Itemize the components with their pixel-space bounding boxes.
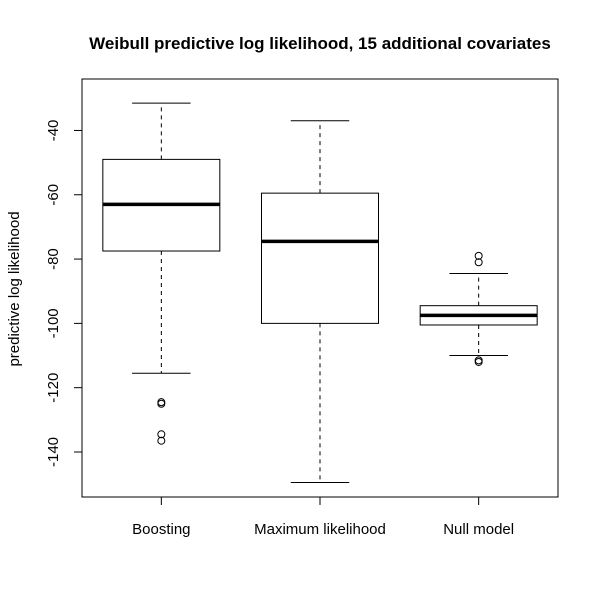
- y-tick-label: -80: [45, 248, 62, 270]
- boxes-layer: [102, 102, 538, 484]
- y-axis-label: predictive log likelihood: [6, 211, 23, 366]
- y-tick-label: -40: [45, 120, 62, 142]
- y-tick-label: -60: [45, 184, 62, 206]
- chart-title: Weibull predictive log likelihood, 15 ad…: [89, 34, 551, 53]
- y-tick-label: -100: [45, 308, 62, 338]
- x-tick-label: Null model: [443, 521, 514, 538]
- box-1: [102, 102, 221, 445]
- x-tick-label: Boosting: [132, 521, 190, 538]
- outlier-point: [157, 398, 166, 407]
- x-axis: Boosting Maximum likelihood Null model: [132, 496, 514, 538]
- y-axis: -40 -60 -80 -100 -120 -140: [45, 120, 83, 467]
- y-tick-label: -120: [45, 373, 62, 403]
- box-2: [261, 120, 379, 484]
- y-tick-label: -140: [45, 437, 62, 467]
- outlier-point: [157, 399, 166, 408]
- x-tick-label: Maximum likelihood: [254, 521, 386, 538]
- outlier-point: [474, 251, 483, 260]
- outlier-point: [157, 436, 166, 445]
- box-3: [419, 251, 538, 366]
- outlier-point: [474, 357, 483, 366]
- outlier-point: [474, 258, 483, 267]
- iqr-box: [261, 192, 379, 324]
- outlier-point: [157, 430, 166, 439]
- outlier-point: [474, 356, 483, 365]
